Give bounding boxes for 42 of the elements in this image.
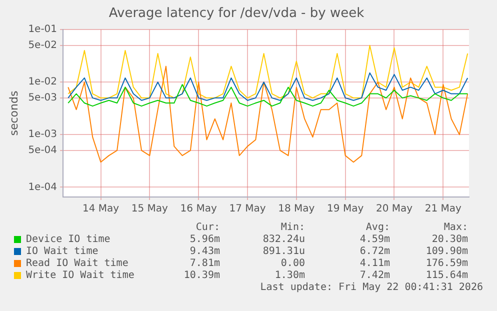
text: 115.64m (426, 270, 468, 281)
text: 891.31u (262, 246, 305, 257)
y-axis-title: seconds (7, 90, 20, 136)
x-tick-label: 15 May (131, 204, 168, 215)
text: Avg: (366, 222, 390, 233)
text: 10.39m (184, 270, 220, 281)
text: 109.90m (426, 246, 468, 257)
text: Last update: Fri May 22 00:41:31 2026 (259, 282, 484, 294)
y-tick-label: 1e-03 (28, 129, 58, 140)
text: 1.30m (274, 270, 305, 281)
text: 20.30m (432, 234, 468, 245)
text: 7.42m (360, 270, 390, 281)
text: 4.11m (360, 258, 390, 269)
x-tick-label: 16 May (180, 204, 217, 215)
y-tick-label: 5e-02 (28, 40, 58, 52)
legend-label: Write IO Wait time (26, 270, 134, 281)
legend-label: Device IO time (26, 234, 110, 245)
text: 4.59m (360, 234, 390, 245)
text: 9.43m (190, 246, 220, 257)
legend-label: IO Wait time (26, 246, 98, 257)
text: 0.00 (280, 258, 305, 269)
text: 7.81m (190, 258, 220, 269)
text: 6.72m (360, 246, 390, 257)
y-tick-label: 1e-04 (28, 182, 58, 193)
y-tick-label: 1e-02 (28, 76, 58, 88)
y-tick-label: 1e-01 (28, 24, 58, 36)
text: Min: (280, 222, 305, 233)
y-tick-label: 5e-04 (28, 145, 58, 156)
x-tick-label: 20 May (376, 204, 413, 215)
text: 832.24u (262, 234, 305, 245)
text: Max: (444, 222, 468, 233)
x-tick-label: 18 May (278, 204, 315, 215)
x-tick-label: 19 May (327, 204, 364, 215)
x-tick-label: 17 May (229, 204, 266, 215)
text: 5.96m (190, 234, 220, 245)
text: 176.59m (426, 258, 468, 269)
legend-label: Read IO Wait time (26, 258, 128, 269)
chart-title: Average latency for /dev/vda - by week (108, 6, 365, 22)
text: Cur: (196, 222, 220, 233)
x-tick-label: 14 May (82, 204, 120, 215)
y-tick-label: 5e-03 (28, 92, 58, 104)
x-tick-label: 21 May (424, 204, 462, 215)
